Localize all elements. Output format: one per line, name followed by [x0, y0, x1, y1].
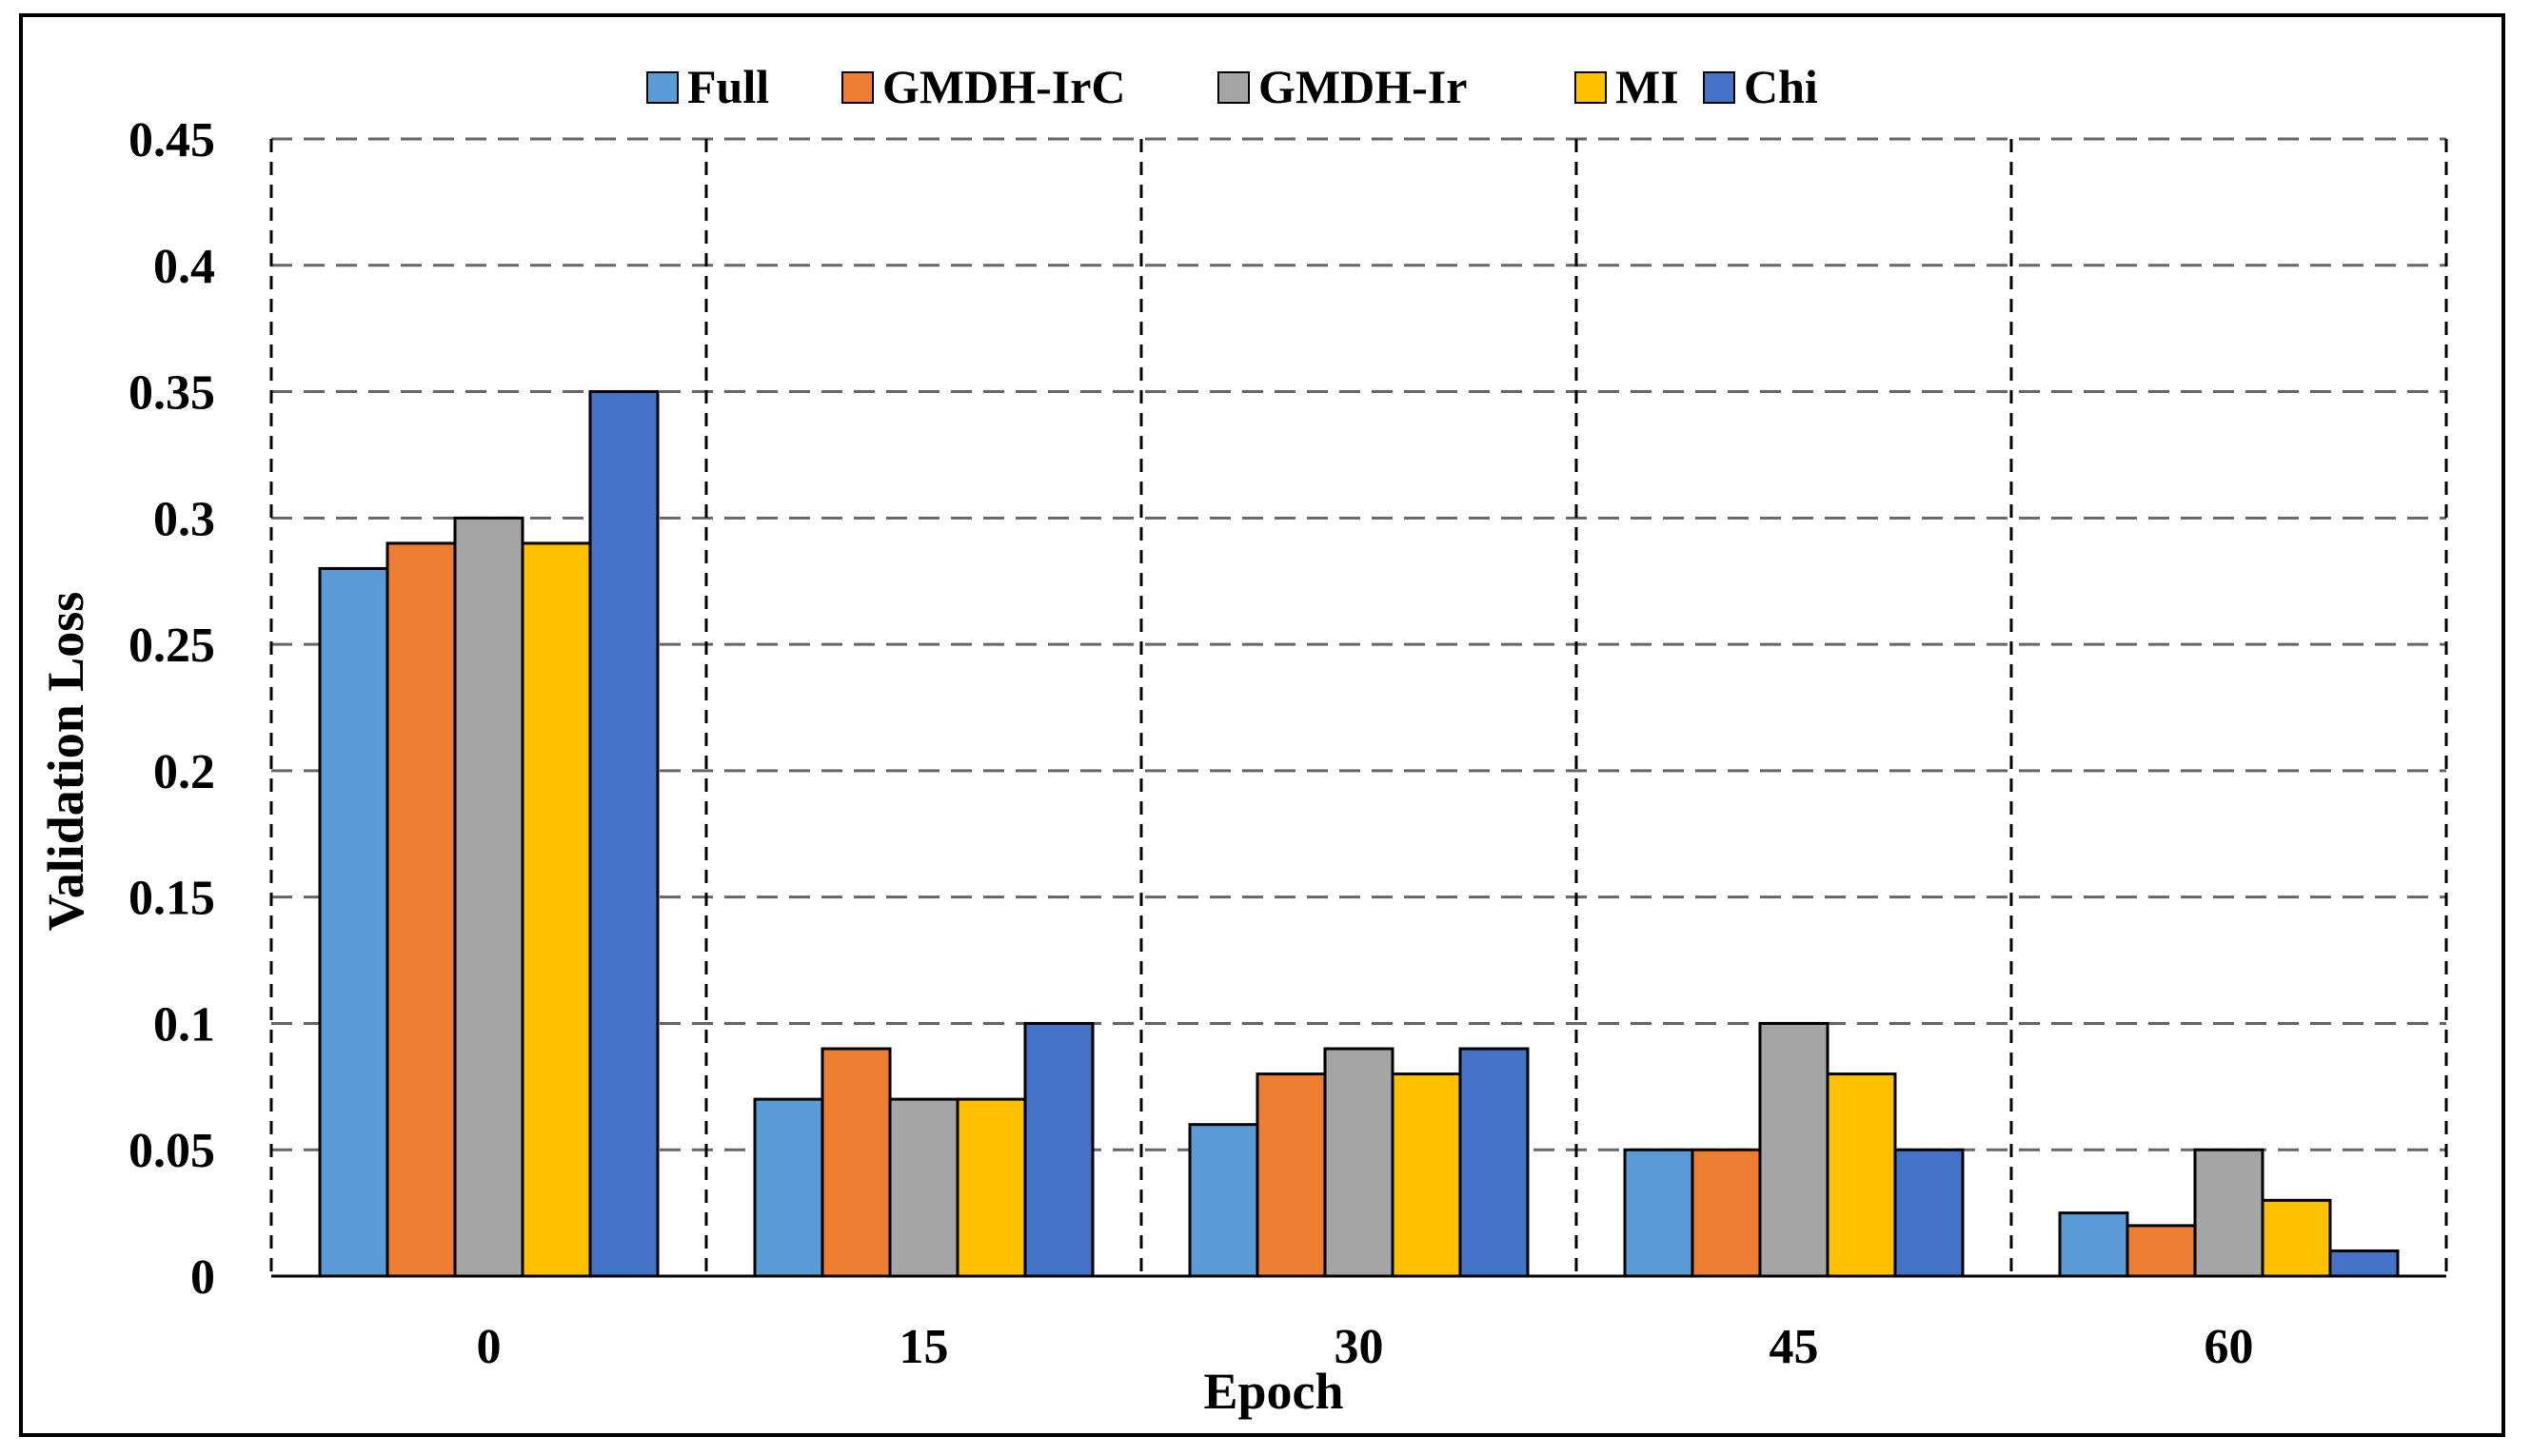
y-tick-label: 0.35 [129, 366, 215, 421]
y-tick-label: 0.15 [129, 872, 215, 926]
y-tick-label: 0.05 [129, 1124, 215, 1178]
legend-swatch [1574, 71, 1607, 104]
bar-mi-epoch-60 [2261, 1198, 2332, 1278]
y-tick-label: 0.1 [153, 997, 215, 1052]
legend-item-chi[interactable]: Chi [1703, 60, 1818, 113]
x-axis-title: Epoch [1203, 1363, 1343, 1420]
bar-gmdh-irc-epoch-15 [821, 1047, 892, 1278]
legend-label: GMDH-Ir [1258, 60, 1467, 113]
y-tick-label: 0.3 [153, 492, 215, 546]
x-tick-label: 0 [477, 1320, 502, 1374]
x-tick-label: 60 [2205, 1320, 2254, 1374]
bar-gmdh-ir-epoch-0 [453, 516, 524, 1278]
bar-chi-epoch-0 [588, 390, 660, 1278]
legend-label: Full [687, 60, 769, 113]
bar-gmdh-ir-epoch-15 [888, 1097, 959, 1278]
x-tick-label: 30 [1335, 1320, 1384, 1374]
x-tick-labels: 0 15 30 45 60 [477, 1320, 2254, 1374]
bar-gmdh-ir-epoch-30 [1323, 1047, 1394, 1278]
bar-chi-epoch-60 [2328, 1249, 2400, 1278]
bar-gmdh-ir-epoch-60 [2193, 1148, 2264, 1278]
y-tick-label: 0.45 [129, 113, 215, 167]
legend[interactable]: Full GMDH-IrC GMDH-Ir MI Chi [646, 60, 1818, 113]
bar-full-epoch-0 [318, 566, 389, 1278]
bar-mi-epoch-30 [1391, 1072, 1462, 1278]
bar-gmdh-irc-epoch-60 [2126, 1224, 2197, 1278]
y-tick-labels: 0 0.05 0.1 0.15 0.2 0.25 0.3 0.35 0.4 0.45 [129, 113, 215, 1305]
bar-gmdh-irc-epoch-0 [386, 541, 457, 1278]
bar-mi-epoch-45 [1826, 1072, 1897, 1278]
legend-item-mi[interactable]: MI [1574, 60, 1679, 113]
bar-full-epoch-45 [1623, 1148, 1694, 1278]
bar-mi-epoch-15 [956, 1097, 1027, 1278]
bar-full-epoch-60 [2058, 1211, 2129, 1278]
bar-full-epoch-15 [753, 1097, 824, 1278]
y-tick-label: 0.4 [153, 240, 215, 294]
legend-item-gmdh-ir[interactable]: GMDH-Ir [1217, 60, 1467, 113]
legend-swatch [1703, 71, 1735, 104]
y-tick-label: 0.25 [129, 619, 215, 673]
x-tick-label: 45 [1770, 1320, 1819, 1374]
bars [318, 390, 2400, 1278]
legend-label: Chi [1744, 60, 1818, 113]
legend-swatch [841, 71, 874, 104]
legend-label: GMDH-IrC [882, 60, 1126, 113]
bar-gmdh-ir-epoch-45 [1758, 1021, 1829, 1278]
bar-chi-epoch-15 [1023, 1021, 1095, 1278]
bar-gmdh-irc-epoch-45 [1691, 1148, 1762, 1278]
legend-label: MI [1615, 60, 1679, 113]
legend-item-full[interactable]: Full [646, 60, 769, 113]
legend-swatch [646, 71, 679, 104]
y-tick-label: 0 [190, 1250, 215, 1305]
legend-swatch [1217, 71, 1250, 104]
bar-gmdh-irc-epoch-30 [1256, 1072, 1327, 1278]
bar-full-epoch-30 [1188, 1123, 1259, 1278]
x-tick-label: 15 [900, 1320, 949, 1374]
legend-item-gmdh-irc[interactable]: GMDH-IrC [841, 60, 1126, 113]
y-axis-title: Validation Loss [37, 592, 94, 932]
bar-mi-epoch-0 [521, 541, 592, 1278]
bar-chi-epoch-45 [1893, 1148, 1965, 1278]
bar-chi-epoch-30 [1458, 1047, 1530, 1278]
y-tick-label: 0.2 [153, 745, 215, 799]
